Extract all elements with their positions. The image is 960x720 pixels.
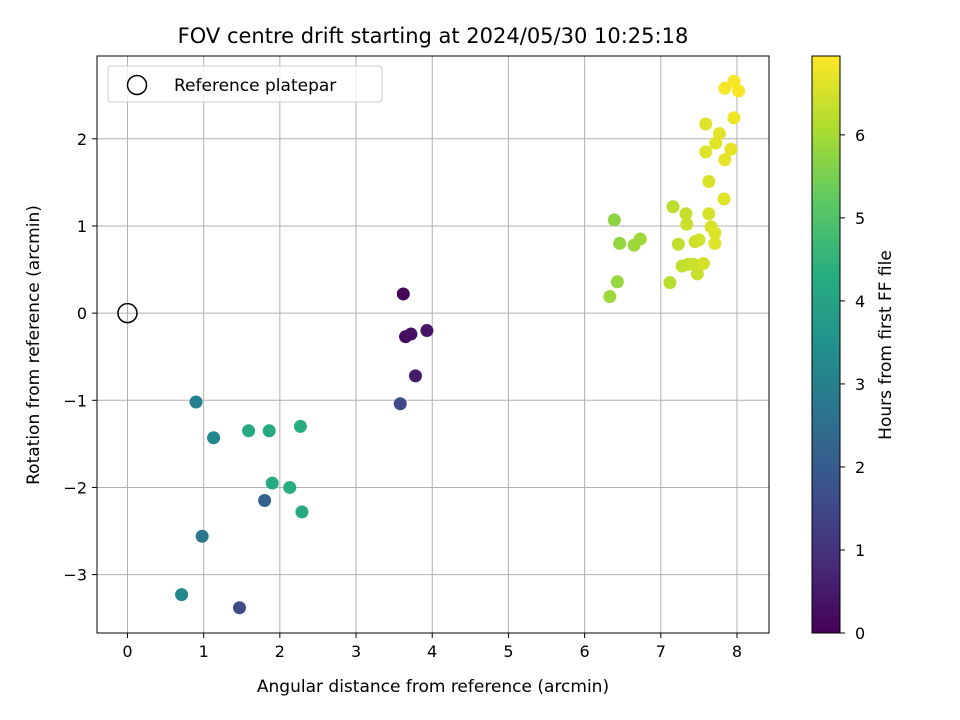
colorbar-tick-label: 2 (855, 458, 865, 477)
data-point (613, 236, 627, 250)
x-tick-label: 4 (427, 642, 437, 661)
data-point (663, 276, 677, 290)
data-point (699, 145, 713, 159)
colorbar-tick-label: 6 (855, 126, 865, 145)
data-point (408, 369, 422, 383)
colorbar: 0 1 2 3 4 5 6 Hours from first FF file (811, 55, 896, 643)
data-point (293, 419, 307, 433)
data-point (633, 232, 647, 246)
data-point (283, 480, 297, 494)
colorbar-tick-label: 1 (855, 541, 865, 560)
data-point (708, 236, 722, 250)
legend: Reference platepar (107, 65, 383, 103)
axis-ticks: 0 1 2 3 4 5 6 7 8 −3 −2 −1 0 1 2 (63, 130, 742, 661)
legend-label: Reference platepar (174, 76, 336, 96)
data-point (295, 505, 309, 519)
data-point (207, 431, 221, 445)
data-point (696, 256, 710, 270)
data-point (712, 127, 726, 141)
data-point (727, 111, 741, 125)
data-point (265, 476, 279, 490)
data-point (679, 207, 693, 221)
data-point (690, 267, 704, 281)
data-point (258, 494, 272, 508)
colorbar-tick-label: 3 (855, 375, 865, 394)
reference-platepar-marker (117, 302, 138, 324)
data-point (242, 424, 256, 438)
data-point (718, 153, 732, 167)
data-point (262, 424, 276, 438)
x-tick-label: 2 (275, 642, 285, 661)
data-point (420, 324, 434, 338)
x-tick-label: 5 (503, 642, 513, 661)
data-point (610, 275, 624, 289)
data-point (404, 327, 418, 341)
data-point (702, 207, 716, 221)
y-tick-label: −3 (63, 566, 87, 585)
y-tick-label: 2 (77, 130, 87, 149)
data-point (195, 529, 209, 543)
legend-reference-marker (126, 74, 148, 96)
x-tick-label: 0 (122, 642, 132, 661)
data-point (692, 233, 706, 247)
data-point (189, 395, 203, 409)
colorbar-tick-label: 5 (855, 209, 865, 228)
x-tick-label: 8 (732, 642, 742, 661)
data-point (607, 213, 621, 227)
data-point (175, 588, 189, 602)
colorbar-tick-label: 4 (855, 292, 865, 311)
data-point (603, 290, 617, 304)
legend-box (107, 65, 383, 103)
x-tick-label: 7 (656, 642, 666, 661)
data-point (718, 81, 732, 95)
colorbar-tick-label: 0 (855, 624, 865, 643)
data-point (702, 175, 716, 189)
y-tick-label: −2 (63, 478, 87, 497)
data-point (708, 226, 722, 240)
y-tick-label: −1 (63, 391, 87, 410)
chart-title: FOV centre drift starting at 2024/05/30 … (178, 24, 689, 48)
colorbar-label: Hours from first FF file (876, 250, 896, 440)
data-point (671, 237, 685, 251)
data-point (717, 192, 731, 206)
data-points (117, 74, 746, 615)
data-point (724, 142, 738, 156)
plot-frame (96, 55, 770, 634)
colorbar-gradient (811, 55, 841, 634)
x-axis-label: Angular distance from reference (arcmin) (257, 677, 609, 697)
data-point (393, 397, 407, 411)
y-tick-label: 1 (77, 217, 87, 236)
data-point (680, 217, 694, 231)
colorbar-ticks: 0 1 2 3 4 5 6 (840, 126, 865, 643)
data-point (232, 601, 246, 615)
grid (97, 56, 769, 633)
data-point (699, 117, 713, 131)
x-tick-label: 1 (199, 642, 209, 661)
data-point (732, 84, 746, 98)
data-point (666, 200, 680, 214)
data-point (396, 287, 410, 301)
x-tick-label: 3 (351, 642, 361, 661)
y-axis-label: Rotation from reference (arcmin) (24, 205, 44, 485)
y-tick-label: 0 (77, 304, 87, 323)
x-tick-label: 6 (580, 642, 590, 661)
